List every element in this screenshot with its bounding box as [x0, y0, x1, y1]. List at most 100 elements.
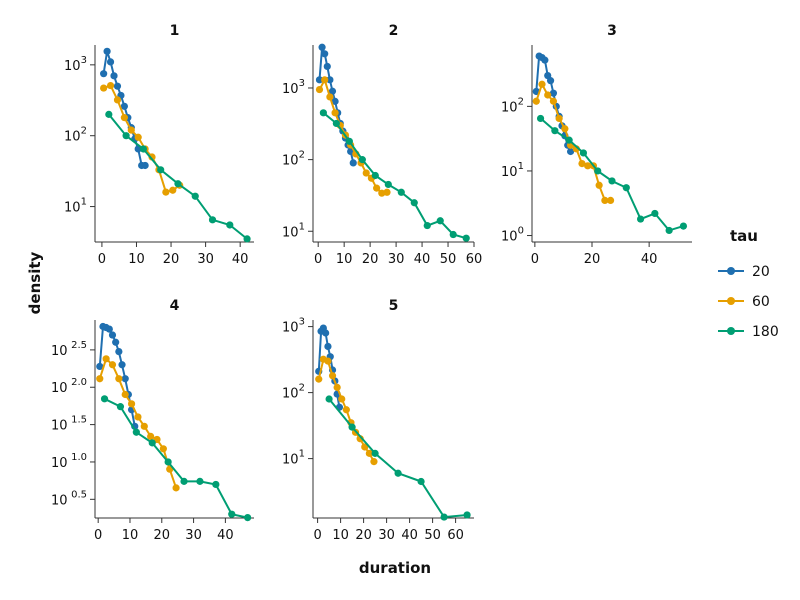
data-point-180	[105, 110, 113, 118]
data-point-180	[191, 192, 199, 200]
data-point-60	[331, 109, 339, 117]
y-tick-base: 10	[282, 453, 299, 468]
x-tick-label: 0	[313, 528, 321, 543]
x-tick-label: 10	[128, 252, 145, 267]
data-point-60	[555, 114, 563, 123]
panel-title: 5	[389, 298, 399, 314]
data-point-60	[561, 125, 569, 133]
data-point-60	[162, 188, 170, 196]
y-tick-base: 10	[51, 381, 68, 396]
data-point-60	[102, 355, 110, 363]
x-tick-label: 20	[362, 252, 379, 267]
data-point-180	[122, 132, 130, 140]
data-point-180	[410, 199, 418, 207]
data-point-180	[651, 209, 659, 218]
data-point-60	[169, 186, 177, 194]
data-point-180	[608, 177, 616, 185]
data-point-60	[595, 181, 603, 189]
data-point-20	[96, 362, 104, 371]
legend-item-180: 180	[718, 324, 779, 340]
y-tick-base: 10	[51, 493, 68, 508]
y-tick-exponent: 3	[299, 317, 305, 328]
data-point-180	[139, 145, 147, 153]
x-tick-label: 30	[197, 252, 214, 267]
x-tick-label: 0	[98, 252, 106, 267]
x-tick-label: 30	[388, 252, 405, 267]
data-point-180	[132, 428, 140, 436]
data-point-20	[113, 82, 122, 90]
x-tick-label: 0	[531, 252, 539, 267]
data-point-20	[324, 342, 332, 351]
data-point-60	[373, 184, 381, 192]
data-point-180	[174, 180, 182, 188]
data-point-20	[100, 70, 108, 78]
data-point-60	[315, 375, 323, 383]
data-point-180	[371, 449, 379, 457]
y-tick-exponent: 1.5	[71, 415, 87, 426]
legend-marker	[727, 267, 735, 275]
data-point-180	[551, 127, 559, 135]
data-point-20	[103, 47, 111, 55]
data-point-20	[328, 87, 337, 95]
x-tick-label: 30	[185, 528, 202, 543]
y-tick-exponent: 2	[299, 150, 305, 161]
y-tick-label: 101	[501, 161, 524, 180]
y-tick-label: 10 0.5	[51, 489, 87, 508]
data-point-60	[549, 97, 558, 105]
data-point-20	[326, 76, 334, 84]
data-point-60	[127, 400, 136, 408]
data-point-20	[110, 72, 118, 80]
y-tick-label: 102	[501, 96, 524, 115]
data-point-60	[321, 76, 329, 84]
y-tick-label: 102	[282, 383, 305, 402]
data-point-60	[147, 432, 155, 440]
data-point-60	[365, 449, 373, 457]
data-point-20	[118, 361, 126, 369]
y-tick-exponent: 2	[299, 383, 305, 394]
x-tick-label: 40	[641, 252, 658, 267]
y-tick-base: 10	[64, 59, 81, 74]
data-point-180	[196, 477, 204, 485]
data-point-20	[315, 76, 324, 84]
x-tick-label: 10	[336, 252, 353, 267]
data-point-60	[606, 196, 615, 204]
data-point-60	[324, 357, 332, 365]
panel-title: 3	[607, 23, 617, 39]
data-point-60	[106, 81, 115, 90]
y-axis-title: density	[26, 251, 44, 314]
data-point-180	[636, 215, 645, 223]
data-point-60	[148, 153, 156, 161]
legend-item-60: 60	[718, 294, 770, 310]
y-tick-base: 10	[51, 419, 68, 434]
y-tick-exponent: 1	[518, 161, 524, 172]
data-point-20	[331, 97, 339, 105]
series-line-180	[104, 397, 248, 519]
data-point-180	[679, 222, 688, 230]
y-tick-exponent: 1	[299, 449, 305, 460]
y-tick-base: 10	[501, 230, 518, 245]
data-point-20	[566, 147, 575, 156]
data-point-20	[349, 159, 357, 167]
data-point-180	[579, 149, 588, 157]
data-point-60	[370, 458, 378, 466]
data-point-180	[462, 234, 470, 242]
data-point-20	[318, 43, 326, 51]
data-point-60	[134, 133, 142, 141]
x-tick-label: 0	[314, 252, 322, 267]
data-point-20	[121, 375, 129, 383]
data-point-60	[172, 484, 180, 492]
legend-marker	[727, 297, 735, 305]
data-point-180	[157, 166, 165, 174]
data-point-180	[440, 513, 448, 521]
y-tick-base: 10	[501, 100, 518, 115]
data-point-180	[345, 137, 353, 145]
legend-marker	[727, 327, 735, 335]
legend-label: 20	[752, 264, 770, 280]
data-point-180	[622, 184, 630, 192]
y-tick-exponent: 3	[299, 78, 305, 89]
y-tick-base: 10	[64, 201, 81, 216]
series-line-180	[539, 117, 684, 232]
x-tick-label: 0	[94, 528, 102, 543]
